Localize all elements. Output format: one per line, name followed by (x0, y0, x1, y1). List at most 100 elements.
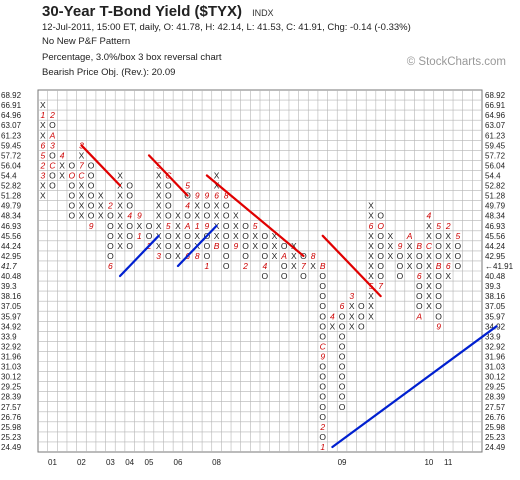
month-marker: 1 (195, 221, 200, 231)
x-box: X (368, 271, 374, 281)
x-box: X (98, 201, 104, 211)
o-box: O (68, 160, 75, 170)
month-marker: 3 (40, 170, 45, 180)
o-box: O (339, 372, 346, 382)
y-tick-label-right: 31.03 (485, 363, 506, 372)
o-box: O (339, 341, 346, 351)
o-box: O (339, 382, 346, 392)
o-box: O (281, 271, 288, 281)
o-box: O (68, 191, 75, 201)
resistance-trendline (205, 174, 305, 258)
o-box: O (262, 241, 269, 251)
o-box: O (88, 201, 95, 211)
y-tick-label-right: 32.92 (485, 342, 506, 351)
x-tick-label: 04 (125, 458, 134, 467)
month-marker: O (377, 221, 384, 231)
x-tick-label: 11 (444, 458, 453, 467)
o-box: O (319, 362, 326, 372)
month-marker: B (214, 241, 220, 251)
month-marker: 5 (166, 221, 171, 231)
x-box: X (368, 301, 374, 311)
x-box: X (445, 271, 451, 281)
o-box: O (126, 241, 133, 251)
month-marker: 2 (107, 201, 113, 211)
x-box: X (214, 211, 220, 221)
month-marker: 4 (330, 311, 335, 321)
o-box: O (262, 271, 269, 281)
month-marker: C (320, 341, 327, 351)
month-marker: 4 (262, 261, 267, 271)
o-box: O (319, 331, 326, 341)
x-tick-label: 06 (174, 458, 183, 467)
month-marker: 5 (253, 221, 258, 231)
y-tick-label-right: 40.48 (485, 272, 506, 281)
o-box: O (262, 231, 269, 241)
o-box: O (146, 221, 153, 231)
x-box: X (79, 211, 85, 221)
o-box: O (223, 201, 230, 211)
x-box: X (214, 181, 220, 191)
o-box: O (146, 231, 153, 241)
o-box: O (319, 372, 326, 382)
x-box: X (194, 231, 200, 241)
y-tick-label-right: 31.96 (485, 352, 506, 361)
month-marker: 4 (185, 201, 190, 211)
x-box: X (137, 221, 143, 231)
x-box: X (272, 241, 278, 251)
o-box: O (397, 251, 404, 261)
o-box: O (204, 251, 211, 261)
o-box: O (223, 261, 230, 271)
support-trendline (118, 234, 160, 278)
o-box: O (319, 392, 326, 402)
o-box: O (435, 291, 442, 301)
o-box: O (455, 251, 462, 261)
month-marker: 2 (319, 422, 325, 432)
o-box: O (319, 412, 326, 422)
o-box: O (68, 201, 75, 211)
month-marker: B (320, 261, 326, 271)
y-tick-label-left: 30.12 (1, 373, 22, 382)
watermark: © StockCharts.com (406, 56, 506, 68)
o-box: O (339, 362, 346, 372)
month-marker: 6 (40, 140, 45, 150)
month-marker: C (78, 170, 85, 180)
y-tick-label-right: 28.39 (485, 393, 506, 402)
o-box: O (435, 241, 442, 251)
o-box: O (339, 392, 346, 402)
o-box: O (455, 261, 462, 271)
y-tick-label-left: 38.16 (1, 292, 22, 301)
y-tick-label-left: 34.92 (1, 322, 22, 331)
y-tick-label-left: 61.23 (1, 131, 22, 140)
x-box: X (40, 181, 46, 191)
x-box: X (175, 241, 181, 251)
month-marker: 9 (195, 191, 200, 201)
month-marker: 5 (436, 221, 441, 231)
month-marker: A (280, 251, 287, 261)
o-box: O (339, 321, 346, 331)
month-marker: 2 (49, 110, 55, 120)
y-tick-label-right: 48.34 (485, 212, 506, 221)
month-marker: B (416, 241, 422, 251)
month-marker: 9 (320, 351, 325, 361)
y-tick-label-right: 46.93 (485, 222, 506, 231)
o-box: O (416, 281, 423, 291)
o-box: O (281, 241, 288, 251)
y-tick-label-left: 42.95 (1, 252, 22, 261)
month-marker: 6 (417, 271, 422, 281)
month-marker: 2 (242, 261, 248, 271)
x-box: X (117, 170, 123, 180)
y-tick-label-left: 51.28 (1, 192, 22, 201)
month-marker: 4 (60, 150, 65, 160)
x-box: X (368, 291, 374, 301)
o-box: O (455, 241, 462, 251)
month-marker: 7 (378, 281, 383, 291)
y-tick-label-left: 45.56 (1, 232, 22, 241)
y-tick-label-left: 31.03 (1, 363, 22, 372)
o-box: O (204, 201, 211, 211)
o-box: O (126, 201, 133, 211)
month-marker: A (184, 221, 191, 231)
x-box: X (59, 170, 65, 180)
x-box: X (407, 251, 413, 261)
x-box: X (117, 211, 123, 221)
